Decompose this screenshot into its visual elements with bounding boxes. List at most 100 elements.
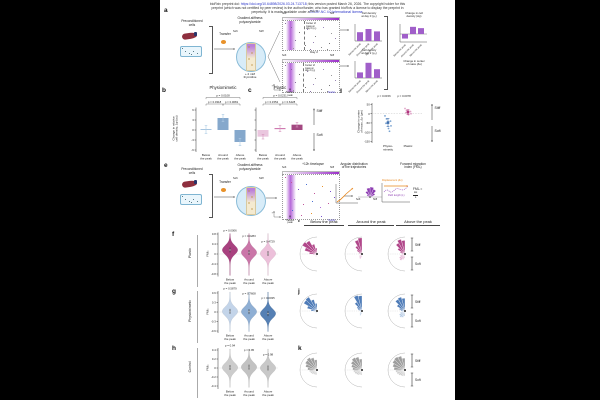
svg-text:Stiff: Stiff bbox=[415, 300, 421, 304]
svg-text:the peak: the peak bbox=[243, 281, 255, 285]
formula-fraction: Δx L bbox=[413, 191, 419, 198]
svg-text:y: y bbox=[272, 212, 274, 214]
transfer-label: Transfer bbox=[219, 180, 231, 184]
svg-text:Above: Above bbox=[236, 153, 245, 157]
nuclei-label: Nuclei bbox=[328, 90, 336, 94]
stiff-label: Stiff bbox=[259, 177, 264, 180]
timelapse-image bbox=[282, 173, 340, 220]
density-day0-title: Cell density at day 0 (ρ₀) bbox=[361, 11, 377, 19]
trajectory-specks bbox=[285, 176, 286, 178]
license-link[interactable]: CC-BY-NC 4.0 International license bbox=[309, 10, 363, 15]
svg-text:the peak: the peak bbox=[243, 393, 255, 397]
transfer-label: Transfer bbox=[219, 32, 231, 36]
nuclei-specks bbox=[285, 64, 286, 66]
svg-text:-150: -150 bbox=[364, 140, 370, 144]
svg-text:0.2: 0.2 bbox=[212, 357, 216, 361]
chart-d: 50 0 -50 -100 -150 p = 0.0156 p = 0.0078 Physio… bbox=[364, 94, 440, 151]
row-divider bbox=[197, 291, 198, 343]
dome-stiff-label: Stiff bbox=[373, 197, 378, 201]
stiff-label: Stiff bbox=[330, 12, 335, 15]
timelapse-label: +12h timelapse bbox=[302, 161, 324, 166]
disclaimer-text: preprint (which was not certified by pee… bbox=[211, 6, 404, 11]
svg-text:6: 6 bbox=[192, 108, 194, 112]
panel-letter-h: h bbox=[172, 345, 176, 352]
svg-text:p = 0.98: p = 0.98 bbox=[263, 353, 274, 357]
svg-text:y: y bbox=[272, 85, 274, 87]
svg-text:the peak: the peak bbox=[217, 156, 229, 160]
stiff-label: Stiff bbox=[259, 30, 264, 33]
stiff-label: Stiff bbox=[330, 166, 335, 169]
schematic-arrows: y x y x bbox=[214, 29, 353, 219]
gel-gradient-strip bbox=[246, 43, 256, 71]
svg-text:Around: Around bbox=[275, 153, 285, 157]
com-day2-label: Center of mass at day 2 (x₂) bbox=[305, 64, 316, 73]
traction-band bbox=[286, 21, 296, 50]
svg-text:Above: Above bbox=[293, 153, 302, 157]
svg-text:p = 0.95: p = 0.95 bbox=[244, 348, 255, 352]
displacement-label: Displacement (Δx) bbox=[382, 178, 403, 182]
chart-i: Stiff Soft bbox=[299, 236, 421, 272]
day2-label: Day 2 bbox=[310, 50, 318, 54]
svg-text:Around: Around bbox=[244, 334, 254, 338]
svg-text:the peak: the peak bbox=[262, 281, 274, 285]
svg-text:Stiff: Stiff bbox=[435, 106, 441, 110]
svg-text:Below: Below bbox=[226, 390, 235, 394]
preconditioned-cells-label: Preconditioned cells bbox=[181, 167, 203, 175]
dish-icon bbox=[180, 46, 202, 57]
svg-text:Around: Around bbox=[218, 153, 228, 157]
svg-text:Around: Around bbox=[244, 278, 254, 282]
panel-letter-j: j bbox=[298, 288, 300, 295]
disclaimer-text: perpetuity. It is made available under a bbox=[251, 10, 310, 15]
svg-text:the peak: the peak bbox=[224, 281, 236, 285]
svg-text:0.3: 0.3 bbox=[212, 300, 216, 304]
svg-text:-50: -50 bbox=[366, 121, 370, 125]
soft-label: Soft bbox=[233, 177, 238, 180]
group-bracket bbox=[209, 26, 213, 74]
com-day0-label: Center of mass at day 0 (x₀) bbox=[306, 22, 317, 31]
svg-text:p = 0.94: p = 0.94 bbox=[225, 344, 236, 348]
group-bracket bbox=[209, 174, 213, 218]
svg-text:-0.4: -0.4 bbox=[211, 384, 216, 388]
fmi-title: Forward migration index (FMIₓ) bbox=[400, 161, 426, 170]
day0-label: Day 0 bbox=[310, 8, 318, 13]
svg-text:p = 0.0156: p = 0.0156 bbox=[377, 94, 391, 98]
panel-b-title: Physiomimetic bbox=[209, 85, 237, 90]
fmi-formula: FMIₓ = Δx L bbox=[413, 184, 422, 199]
chart-f: 0.8 0.4 0 -0.4 -0.8 p = 0.0006 p = 0.0283 p = 0… bbox=[211, 229, 278, 285]
flask-cap-icon bbox=[194, 180, 197, 184]
kymograph-day2 bbox=[282, 61, 340, 93]
density-day2-title: Cell density at day 2 (ρ₂) bbox=[361, 48, 377, 56]
svg-text:0: 0 bbox=[214, 310, 216, 314]
svg-text:0: 0 bbox=[368, 112, 370, 116]
svg-text:-0.6: -0.6 bbox=[211, 329, 216, 333]
svg-text:the peak: the peak bbox=[257, 156, 269, 160]
preconditioned-cells-label: Preconditioned cells bbox=[181, 19, 203, 27]
svg-text:p = 0.0283: p = 0.0283 bbox=[242, 234, 256, 238]
panel-c-title: Plastic bbox=[273, 85, 287, 90]
center-of-mass-line bbox=[304, 21, 305, 50]
dome-soft-label: Soft bbox=[356, 197, 361, 201]
svg-text:the peak: the peak bbox=[262, 393, 274, 397]
svg-text:-0.3: -0.3 bbox=[211, 320, 216, 324]
panel-letter-k: k bbox=[298, 345, 302, 352]
svg-text:Soft: Soft bbox=[415, 262, 421, 266]
gel-title: Gradient-stiffness polyacrylamide bbox=[237, 163, 263, 171]
paper: bioRxiv preprint doi: https://doi.org/10… bbox=[160, 0, 455, 400]
svg-text:the peak: the peak bbox=[234, 156, 246, 160]
doi-link[interactable]: https://doi.org/10.64898/2026.03.24.7137… bbox=[240, 2, 307, 6]
change-density-title: Change in cell density (Δρ) bbox=[405, 11, 423, 19]
svg-text:p = 0.0035: p = 0.0035 bbox=[261, 296, 275, 300]
row-divider bbox=[197, 235, 198, 287]
rose-header-below: Below the peak bbox=[304, 219, 344, 226]
svg-text:Below: Below bbox=[226, 334, 235, 338]
svg-text:50: 50 bbox=[367, 103, 371, 107]
svg-text:p = 0.1552: p = 0.1552 bbox=[265, 100, 279, 104]
svg-text:Plastic: Plastic bbox=[404, 144, 413, 148]
svg-text:0: 0 bbox=[192, 128, 194, 132]
nuclei-label: Nuclei bbox=[328, 218, 336, 222]
disclaimer-text: bioRxiv preprint doi: bbox=[209, 2, 241, 6]
